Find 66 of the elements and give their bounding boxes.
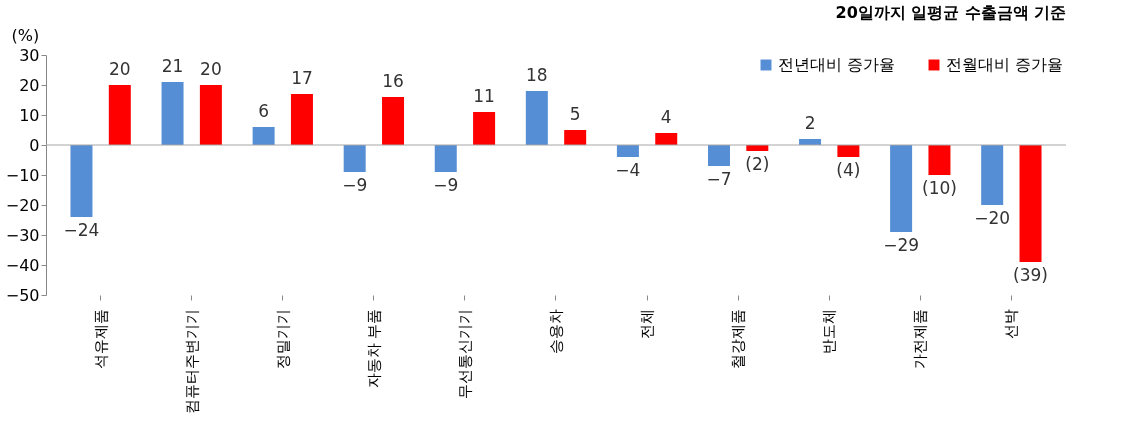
bar: [161, 82, 184, 145]
bar: [707, 145, 730, 166]
bar: [981, 145, 1004, 205]
data-label: 21: [161, 56, 184, 76]
legend-label: 전월대비 증가율: [946, 55, 1064, 74]
bar: [890, 145, 913, 232]
chart-title: 20일까지 일평균 수출금액 기준: [835, 3, 1067, 22]
x-tick-label: 자동차 부품: [364, 308, 383, 389]
x-tick-label: 무선통신기기: [455, 308, 474, 399]
bar: [525, 91, 548, 145]
y-tick-label: −10: [5, 165, 40, 185]
data-label: 4: [660, 107, 672, 127]
data-label: 20: [200, 59, 222, 79]
data-label: −29: [883, 235, 920, 255]
data-label: −7: [706, 169, 732, 189]
data-label: (4): [836, 160, 861, 180]
data-label: 6: [258, 101, 270, 121]
data-label: (39): [1013, 265, 1048, 285]
bar: [837, 145, 860, 157]
x-tick-label: 전체: [638, 308, 657, 339]
x-tick-label: 가전제품: [911, 308, 930, 369]
y-tick-label: 0: [29, 135, 40, 155]
data-label: −4: [615, 160, 641, 180]
data-label: (10): [922, 178, 957, 198]
data-label: 20: [109, 59, 131, 79]
data-label: −20: [974, 208, 1011, 228]
y-tick-label: 30: [19, 45, 40, 65]
y-tick-label: −40: [5, 255, 40, 275]
x-tick-label: 석유제품: [91, 308, 110, 369]
bar: [343, 145, 366, 172]
data-label: 18: [526, 65, 548, 85]
bar: [616, 145, 639, 157]
bar: [655, 133, 678, 145]
bar: [564, 130, 587, 145]
y-tick-label: −20: [5, 195, 40, 215]
data-label: 16: [382, 71, 404, 91]
data-label: (2): [745, 154, 770, 174]
y-axis-title: (%): [11, 25, 40, 45]
data-label: −9: [342, 175, 368, 195]
x-tick-label: 정밀기기: [273, 308, 292, 369]
bar: [382, 97, 405, 145]
x-tick-label: 컴퓨터주변기기: [182, 308, 201, 414]
bar: [70, 145, 93, 217]
data-label: 11: [473, 86, 495, 106]
bar: [108, 85, 131, 145]
bar: [434, 145, 457, 172]
y-tick-label: −50: [5, 285, 40, 305]
x-tick-label: 승용차: [547, 308, 565, 354]
data-label: 2: [804, 113, 816, 133]
bar: [252, 127, 275, 145]
data-label: −24: [63, 220, 100, 240]
x-tick-label: 선박: [1002, 308, 1021, 339]
x-tick-label: 철강제품: [729, 308, 748, 369]
bar: [1019, 145, 1042, 262]
data-label: −9: [433, 175, 459, 195]
x-tick-label: 반도체: [820, 308, 839, 354]
y-tick-label: −30: [5, 225, 40, 245]
bar: [199, 85, 222, 145]
y-tick-label: 20: [19, 75, 40, 95]
y-tick-label: 10: [19, 105, 40, 125]
data-label: 17: [291, 68, 313, 88]
legend-label: 전년대비 증가율: [778, 55, 896, 74]
bar: [473, 112, 496, 145]
bar: [928, 145, 951, 175]
data-label: 5: [569, 104, 581, 124]
bar: [290, 94, 313, 145]
